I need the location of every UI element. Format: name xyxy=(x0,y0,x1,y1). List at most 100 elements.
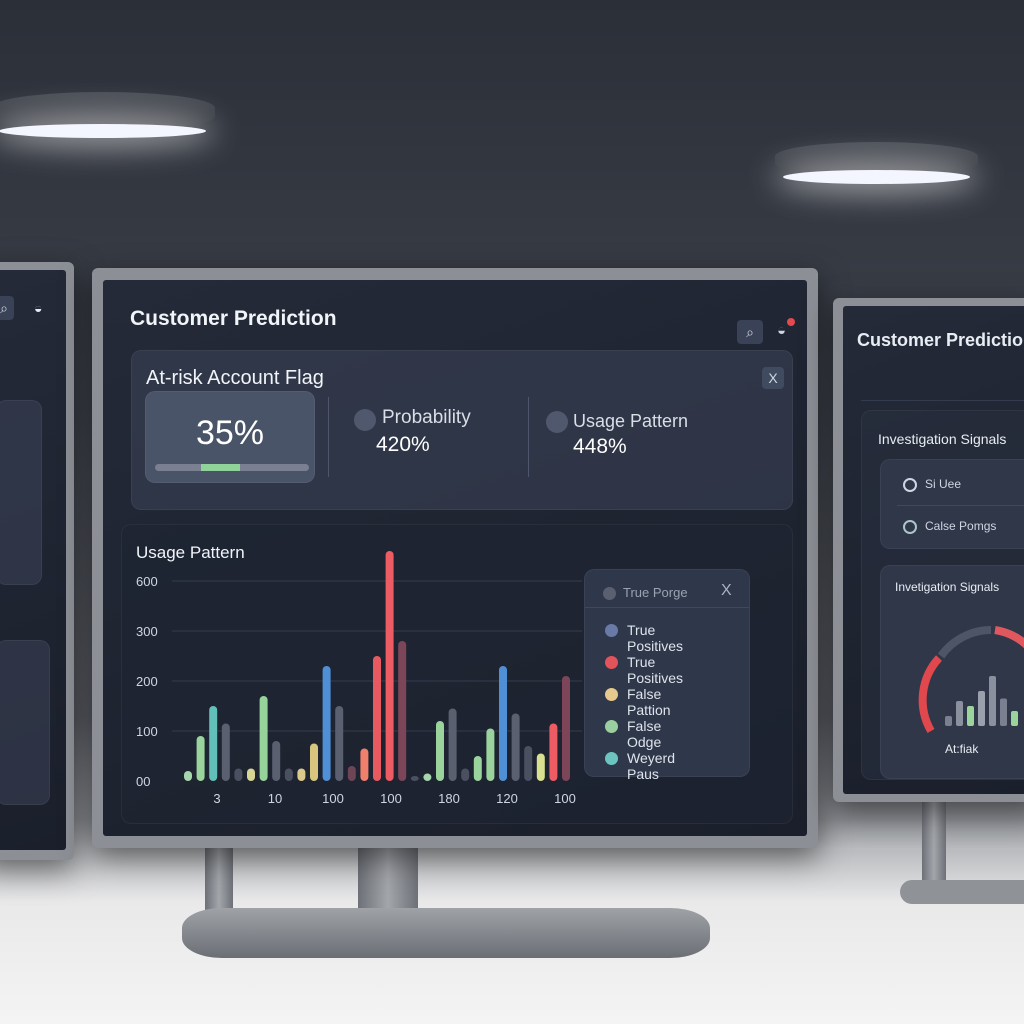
chat-icon xyxy=(903,478,917,492)
bar xyxy=(259,696,268,781)
monitor-stand xyxy=(358,840,418,920)
notification-bell-icon[interactable]: ◒ xyxy=(777,318,795,339)
right-monitor: Customer Prediction Investigation Signal… xyxy=(833,298,1024,802)
gauge-card: Invetigation Signals At:fiak xyxy=(880,565,1024,779)
gauge-mini-bar xyxy=(956,701,963,726)
x-tick-label: 180 xyxy=(438,791,460,806)
main-monitor: Customer Prediction ⌕ ◒ At-risk Account … xyxy=(92,268,818,848)
legend-swatch xyxy=(605,624,618,637)
x-tick-label: 100 xyxy=(554,791,576,806)
bar xyxy=(398,641,407,781)
chart-title: Usage Pattern xyxy=(136,543,245,562)
gauge-mini-bar xyxy=(967,706,974,726)
section-title: Investigation Signals xyxy=(878,431,1007,447)
bar xyxy=(562,676,570,781)
y-tick-label: 00 xyxy=(136,774,150,789)
y-tick-label: 200 xyxy=(136,674,158,689)
gauge-segment-gray xyxy=(937,626,992,659)
bar xyxy=(284,768,293,781)
x-tick-label: 120 xyxy=(496,791,518,806)
x-tick-label: 100 xyxy=(322,791,344,806)
bar xyxy=(196,736,205,781)
legend-label: False Pattion xyxy=(627,686,671,718)
main-screen: Customer Prediction ⌕ ◒ At-risk Account … xyxy=(103,280,807,836)
left-monitor: ⌕ ◒ xyxy=(0,262,74,860)
signals-list: Si Uee Calse Pomgs xyxy=(880,459,1024,549)
bar xyxy=(234,768,243,781)
bar xyxy=(436,721,444,781)
search-icon[interactable]: ⌕ xyxy=(0,296,14,320)
close-icon[interactable]: X xyxy=(762,367,784,389)
investigation-signals-card: Investigation Signals Si Uee Calse Pomgs… xyxy=(861,410,1024,780)
bar xyxy=(347,766,356,781)
bar xyxy=(373,656,381,781)
bar xyxy=(410,776,419,781)
main-value: 35% xyxy=(195,414,265,452)
gauge-title: Invetigation Signals xyxy=(895,580,1000,594)
bar xyxy=(184,771,192,781)
x-tick-label: 3 xyxy=(213,791,220,806)
y-tick-label: 600 xyxy=(136,574,158,589)
bar xyxy=(272,741,281,781)
metric-value: 448% xyxy=(573,435,627,458)
gauge-mini-bar xyxy=(1011,711,1018,726)
gauge-mini-bar xyxy=(989,676,996,726)
risk-gauge xyxy=(918,626,1024,734)
gauge-segment-red xyxy=(918,655,943,734)
usage-pattern-chart: 00 100 200 300 600 3 10 100 100 180 120 100 xyxy=(136,551,582,806)
bar xyxy=(360,748,369,781)
bar xyxy=(385,551,394,781)
bar xyxy=(486,728,495,781)
bar xyxy=(221,723,230,781)
bar xyxy=(310,743,318,781)
ceiling-lamp-right xyxy=(775,142,978,184)
legend-header-dot xyxy=(603,587,616,600)
bar xyxy=(524,746,533,781)
legend-label: True Positives xyxy=(627,654,684,686)
legend-swatch xyxy=(605,720,618,733)
ceiling-lamp-left xyxy=(0,92,215,138)
bar xyxy=(499,666,507,781)
divider xyxy=(328,397,329,477)
bar xyxy=(511,713,520,781)
bar xyxy=(448,708,457,781)
metric-value: 420% xyxy=(376,433,430,456)
risk-progress-bar xyxy=(155,464,309,471)
risk-progress-fill xyxy=(201,464,240,471)
bar xyxy=(461,768,470,781)
card-title: At-risk Account Flag xyxy=(146,367,324,389)
right-screen: Customer Prediction Investigation Signal… xyxy=(843,306,1024,794)
bar xyxy=(335,706,344,781)
search-icon[interactable]: ⌕ xyxy=(737,320,763,344)
legend-close-icon[interactable]: X xyxy=(721,582,732,599)
page-title: Customer Prediction xyxy=(857,330,1024,350)
bar xyxy=(423,773,432,781)
signal-item[interactable]: Si Uee xyxy=(925,477,962,491)
at-risk-flag-card: At-risk Account Flag X 35% Probability 4… xyxy=(131,350,793,510)
legend-panel: True Porge X True Positives True Positive… xyxy=(584,569,750,782)
bar xyxy=(473,756,482,781)
x-tick-label: 10 xyxy=(268,791,282,806)
gauge-mini-bar xyxy=(978,691,985,726)
bar xyxy=(536,753,545,781)
legend-swatch xyxy=(605,752,618,765)
legend-label: False Odge xyxy=(627,718,662,750)
monitor-base xyxy=(182,908,710,958)
metric-label: Usage Pattern xyxy=(573,411,689,431)
metric-label: Probability xyxy=(382,407,471,428)
bar xyxy=(322,666,331,781)
notification-badge xyxy=(787,318,795,326)
y-tick-label: 300 xyxy=(136,624,158,639)
bar xyxy=(297,768,306,781)
y-tick-label: 100 xyxy=(136,724,158,739)
notification-bell-icon[interactable]: ◒ xyxy=(34,300,43,316)
bar xyxy=(209,706,218,781)
legend-header: True Porge xyxy=(623,585,688,600)
legend-swatch xyxy=(605,688,618,701)
legend-label: Weyerd Paus xyxy=(627,750,675,782)
page-title: Customer Prediction xyxy=(130,307,337,330)
main-value-tile: 35% xyxy=(145,391,315,483)
signal-item[interactable]: Calse Pomgs xyxy=(925,519,997,533)
probability-icon xyxy=(354,409,376,431)
gauge-mini-bar xyxy=(1000,698,1007,726)
